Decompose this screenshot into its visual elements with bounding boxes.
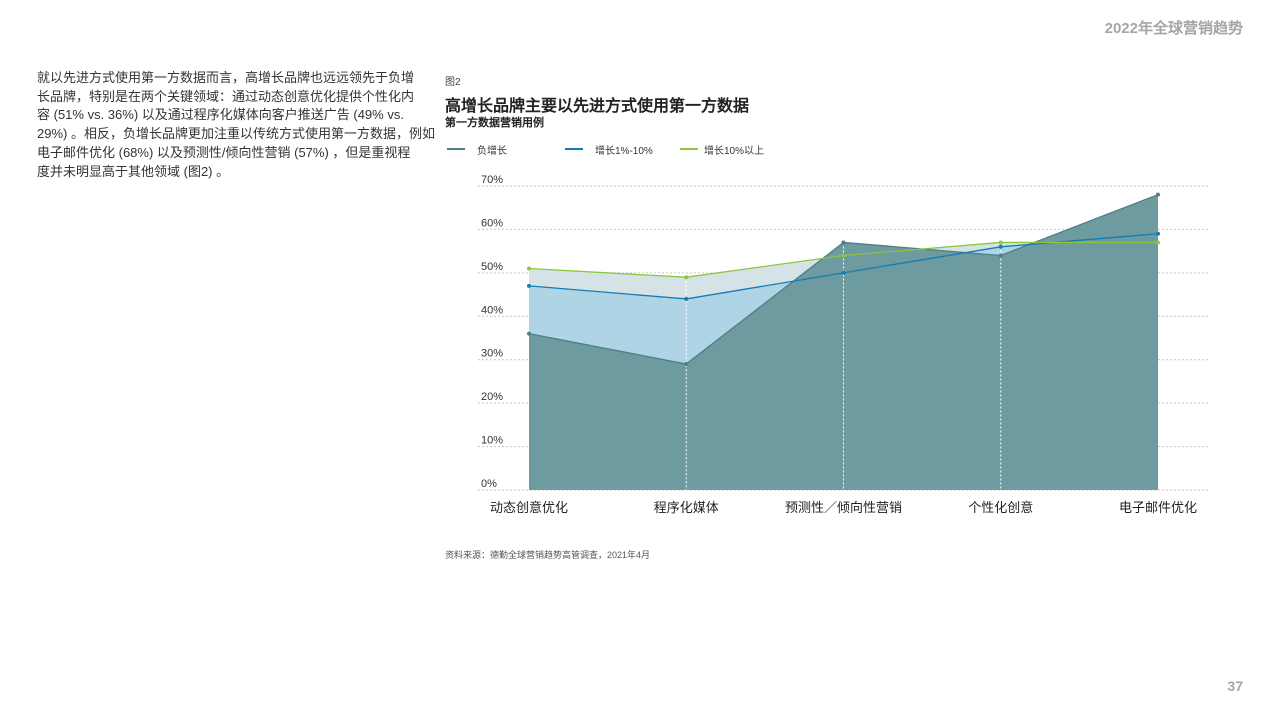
area-chart: 0% 10% 20% 30% 40% 50% 60% 70% 动态创意优化 程序化媒体 预测性／倾向…	[478, 174, 1210, 515]
legend-swatch	[447, 148, 465, 150]
data-point	[684, 296, 689, 301]
legend-swatch	[680, 148, 698, 150]
y-tick-label: 50%	[481, 261, 503, 273]
data-point	[527, 283, 531, 288]
y-tick-label: 60%	[481, 217, 503, 229]
data-point	[841, 253, 846, 258]
data-point	[998, 253, 1003, 258]
paragraph-line: 29%) 。相反，负增长品牌更加注重以传统方式使用第一方数据，例如	[37, 126, 435, 142]
legend-item-growth-1-10: 增长1%-10%	[565, 142, 653, 157]
data-point	[998, 244, 1003, 249]
data-point	[841, 240, 846, 245]
data-point	[684, 362, 689, 367]
y-tick-label: 20%	[481, 391, 503, 403]
data-point	[1156, 240, 1160, 245]
page-number: 37	[1227, 678, 1243, 694]
chart-title: 高增长品牌主要以先进方式使用第一方数据	[445, 98, 750, 115]
data-point	[527, 266, 531, 271]
chart-subtitle: 第一方数据营销用例	[445, 117, 544, 129]
data-point	[1156, 192, 1160, 197]
legend-item-growth-over-10: 增长10%以上	[680, 142, 765, 157]
paragraph-line: 就以先进方式使用第一方数据而言，高增长品牌也远远领先于负增	[37, 70, 415, 85]
legend-label: 增长1%-10%	[595, 145, 653, 157]
y-tick-label: 40%	[481, 304, 503, 316]
paragraph-line: 容 (51% vs. 36%) 以及通过程序化媒体向客户推送广告 (49% vs…	[37, 107, 404, 123]
legend-item-negative-growth: 负增长	[447, 142, 507, 157]
source-note: 资料来源：德勤全球营销趋势高管调查，2021年4月	[445, 550, 651, 560]
y-tick-label: 70%	[481, 174, 503, 186]
y-tick-label: 0%	[481, 478, 497, 490]
x-tick-label: 预测性／倾向性营销	[785, 500, 902, 515]
legend-swatch	[565, 148, 583, 150]
data-point	[684, 275, 689, 280]
data-point	[1156, 231, 1160, 236]
body-paragraph: 就以先进方式使用第一方数据而言，高增长品牌也远远领先于负增 长品牌，特别是在两个…	[37, 69, 435, 181]
figure-label: 图2	[445, 77, 461, 88]
x-tick-label: 个性化创意	[968, 500, 1033, 515]
data-point	[527, 331, 531, 336]
y-tick-label: 10%	[481, 435, 503, 447]
paragraph-line: 长品牌，特别是在两个关键领域：通过动态创意优化提供个性化内	[37, 88, 415, 104]
data-point	[841, 270, 846, 275]
x-tick-label: 动态创意优化	[490, 500, 568, 515]
y-tick-label: 30%	[481, 348, 503, 360]
legend-label: 负增长	[477, 145, 507, 157]
x-tick-label: 程序化媒体	[654, 500, 719, 515]
legend-label: 增长10%以上	[704, 145, 765, 157]
paragraph-line: 度并未明显高于其他领域 (图2) 。	[37, 163, 230, 179]
data-point	[998, 240, 1003, 245]
x-tick-label: 电子邮件优化	[1119, 500, 1197, 515]
report-header-title: 2022年全球营销趋势	[1104, 20, 1243, 37]
paragraph-line: 电子邮件优化 (68%) 以及预测性/倾向性营销 (57%) ，但是重视程	[37, 144, 411, 160]
